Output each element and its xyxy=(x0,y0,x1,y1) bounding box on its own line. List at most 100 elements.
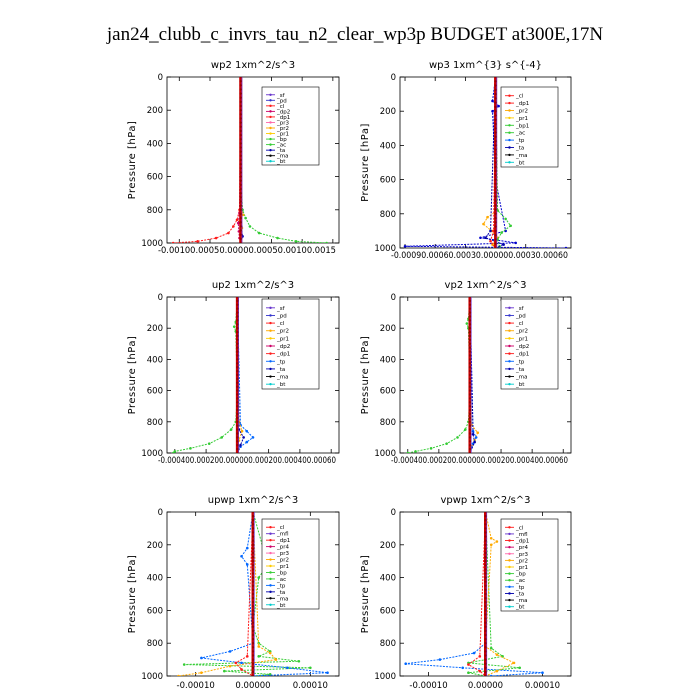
legend-label: _dp1 xyxy=(515,101,529,107)
zero-profile-point xyxy=(494,238,497,241)
zero-profile-point xyxy=(251,572,255,575)
zero-profile-point xyxy=(468,436,472,439)
legend-label: _dp1 xyxy=(276,538,290,544)
zero-profile-point xyxy=(484,650,487,653)
series-point-dp1 xyxy=(235,218,239,222)
zero-profile-point xyxy=(236,350,239,353)
zero-profile-point xyxy=(239,237,242,241)
legend-label: _pr3 xyxy=(276,120,290,126)
zero-profile-point xyxy=(484,535,487,538)
legend-label: _ma xyxy=(515,375,527,381)
zero-profile-point xyxy=(236,307,239,310)
legend-marker xyxy=(508,526,511,529)
series-point-pr1 xyxy=(257,231,261,235)
series-point-pr1 xyxy=(276,236,279,240)
legend-label: _pr1 xyxy=(276,564,289,570)
legend-marker xyxy=(508,572,511,575)
zero-profile-point xyxy=(468,362,472,365)
zero-profile-point xyxy=(494,92,497,96)
series-group xyxy=(406,297,480,453)
series-point-tp xyxy=(240,554,243,558)
zero-profile-point xyxy=(484,646,487,649)
legend-marker xyxy=(269,115,272,119)
zero-profile-point xyxy=(484,580,487,583)
series-point-pr2 xyxy=(495,669,499,673)
series-point-dp1 xyxy=(489,239,492,243)
legend-marker xyxy=(269,126,272,130)
zero-profile-point xyxy=(494,135,497,139)
y-tick-label: 0 xyxy=(158,293,163,303)
legend-marker xyxy=(508,375,511,378)
legend: _sf_pd _cl _pr2_pr1 _dp2 _dp1_tp _ta _ma_bt xyxy=(261,298,320,390)
zero-profile-point xyxy=(468,381,472,384)
legend: _cl_mfl_dp1_pr4_pr3_pr2_pr1_bp_ac_tp_ta_… xyxy=(500,518,559,612)
legend-label: _pr2 xyxy=(276,126,289,132)
zero-profile-point xyxy=(236,385,239,388)
zero-profile-point xyxy=(494,191,497,194)
zero-profile-point xyxy=(251,658,255,661)
zero-profile-point xyxy=(484,527,487,530)
zero-profile-point xyxy=(239,192,242,195)
legend-label: _dp2 xyxy=(515,344,529,350)
y-tick-label: 800 xyxy=(380,418,396,428)
series-point-pr2 xyxy=(241,213,245,217)
legend-label: _ma xyxy=(276,596,288,602)
zero-profile-point xyxy=(494,169,497,173)
legend-marker xyxy=(269,538,272,542)
series-point-pr2 xyxy=(476,431,480,435)
series-point-dp1 xyxy=(214,236,218,240)
legend-label: _tp xyxy=(276,583,286,589)
legend-marker xyxy=(508,532,511,536)
series-point-pr2 xyxy=(268,651,272,655)
zero-profile-point xyxy=(236,311,239,314)
legend: _sf_pd _cl _pr2_pr1 _dp2 _dp1_tp _ta _ma_bt xyxy=(500,298,559,390)
series-point-ta xyxy=(239,443,242,447)
legend-box xyxy=(500,298,559,390)
zero-profile-point xyxy=(468,342,472,345)
zero-profile-point xyxy=(484,666,487,669)
zero-profile-point xyxy=(494,216,497,220)
legend-label: _pd xyxy=(276,98,287,104)
legend-marker xyxy=(269,597,272,600)
zero-profile-point xyxy=(251,633,255,637)
series-point-tp xyxy=(326,671,329,675)
legend-marker xyxy=(508,306,511,310)
series-point-dp1 xyxy=(240,668,243,671)
y-tick-label: 400 xyxy=(380,574,396,584)
zero-profile-point xyxy=(468,397,472,400)
legend-marker xyxy=(508,329,511,332)
legend-label: _pr2 xyxy=(276,558,289,564)
zero-profile-point xyxy=(239,229,242,232)
legend-marker xyxy=(508,360,511,363)
panel-title: vp2 1xm^2/s^3 xyxy=(445,280,527,291)
zero-profile-point xyxy=(468,432,472,435)
y-tick-label: 800 xyxy=(147,206,163,216)
legend-marker xyxy=(508,545,511,549)
zero-profile-point xyxy=(468,373,472,377)
legend-label: _bt xyxy=(515,382,525,388)
zero-profile-point xyxy=(236,362,239,365)
zero-profile-point xyxy=(468,393,472,396)
legend-label: _bp xyxy=(276,570,287,576)
zero-profile-point xyxy=(251,539,255,542)
legend-marker xyxy=(508,579,511,582)
series-point-pr1 xyxy=(467,671,470,675)
y-tick-label: 200 xyxy=(147,106,163,116)
legend-marker xyxy=(269,321,272,325)
zero-profile-point xyxy=(484,674,487,676)
zero-profile-point xyxy=(494,97,497,100)
y-tick-label: 1000 xyxy=(141,239,163,249)
zero-profile-point xyxy=(236,338,239,342)
zero-profile-point xyxy=(251,531,255,534)
zero-profile-point xyxy=(236,327,239,330)
legend-label: _ac xyxy=(515,578,525,584)
zero-profile-point xyxy=(239,208,242,211)
y-tick-label: 200 xyxy=(380,107,396,117)
zero-profile-point xyxy=(494,77,497,79)
zero-profile-point xyxy=(236,315,239,318)
zero-profile-point xyxy=(251,576,255,579)
zero-profile-point xyxy=(251,617,255,620)
legend-marker xyxy=(508,109,511,112)
legend-marker xyxy=(269,314,272,317)
y-tick-label: 400 xyxy=(147,139,163,149)
